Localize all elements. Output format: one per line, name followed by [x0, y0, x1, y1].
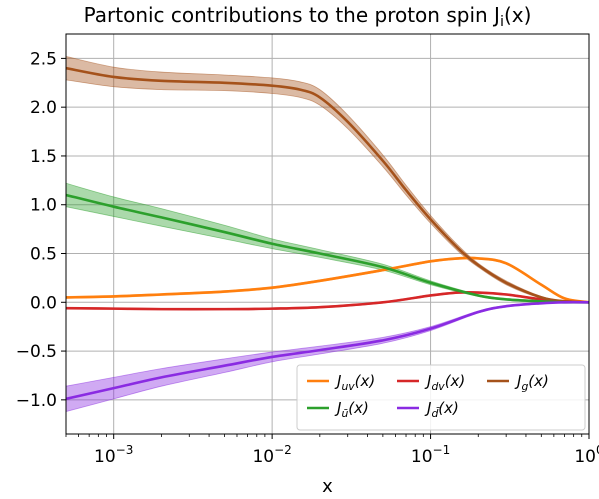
y-tick-label: 2.0: [30, 98, 57, 118]
line-jx: [66, 193, 589, 304]
legend-label: Jd̄(x): [424, 399, 459, 420]
ticks: 2.5 2.0 1.5 1.0 0.5 0.0 −0.5 −1.0 10−3 10−2 10−1 10…: [16, 49, 599, 467]
x-tick-label: 10−2: [252, 443, 291, 467]
legend-label: Jg(x): [514, 372, 549, 393]
line-jgx: [66, 66, 589, 304]
y-tick-label: 1.0: [30, 196, 57, 216]
chart-title: Partonic contributions to the proton spi…: [84, 3, 532, 30]
legend-label: Jū(x): [334, 399, 369, 420]
line-jdvx: [66, 290, 589, 311]
legend-label: Juv(x): [334, 372, 375, 393]
line-juvx: [66, 256, 589, 304]
y-tick-label: −0.5: [16, 342, 57, 362]
y-tick-label: 2.5: [30, 49, 57, 69]
x-tick-label: 100: [574, 443, 599, 467]
x-tick-label: 10−3: [94, 443, 133, 467]
y-tick-label: 1.5: [30, 147, 57, 167]
axes-frame: [65, 33, 590, 435]
series-lines: [66, 66, 589, 401]
y-tick-label: 0.5: [30, 245, 57, 265]
y-tick-label: −1.0: [16, 391, 57, 411]
legend: Juv(x) Jdv(x) Jg(x) Jū(x) Jd̄(x): [296, 364, 586, 431]
x-tick-label: 10−1: [411, 443, 450, 467]
legend-label: Jdv(x): [424, 372, 465, 393]
legend-box: [296, 364, 586, 431]
y-tick-label: 0.0: [30, 293, 57, 313]
x-axis-label: x: [322, 476, 333, 497]
uncertainty-bands: [66, 56, 589, 412]
line-jdx: [66, 300, 589, 401]
